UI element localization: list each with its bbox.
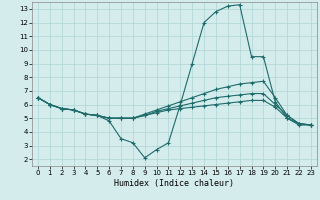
X-axis label: Humidex (Indice chaleur): Humidex (Indice chaleur)	[115, 179, 234, 188]
